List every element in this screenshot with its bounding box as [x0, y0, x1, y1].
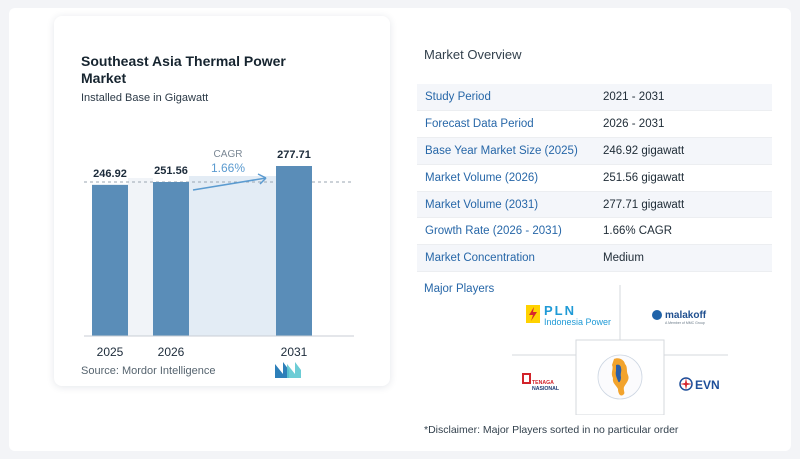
overview-row: Study Period 2021 - 2031 [417, 84, 772, 112]
overview-row-label: Forecast Data Period [417, 110, 595, 139]
market-overview-table: Study Period 2021 - 2031 Forecast Data Per… [417, 84, 772, 273]
pln-sub: Indonesia Power [544, 317, 611, 327]
mordor-intelligence-logo-icon [275, 362, 301, 378]
overview-row-value: 1.66% CAGR [595, 217, 772, 246]
overview-row-value: 251.56 gigawatt [595, 164, 772, 192]
gap-band [128, 178, 153, 336]
cagr-arrow-head [257, 173, 267, 185]
cagr-label: CAGR [214, 149, 243, 160]
category-label: 2031 [281, 345, 308, 359]
tnb-line1: TENAGA [532, 380, 554, 386]
bar-value-label: 251.56 [154, 165, 188, 177]
malakoff-sub: A Member of MMC Group [665, 321, 705, 325]
disclaimer: *Disclaimer: Major Players sorted in no … [424, 424, 679, 436]
major-players-logos: PLN Indonesia Power malakoff A Member of… [512, 285, 728, 415]
cagr-value: 1.66% [211, 161, 245, 175]
bar-2031 [276, 166, 312, 336]
evn-name: EVN [695, 378, 720, 392]
major-players-title: Major Players [424, 283, 495, 295]
pln-logo: PLN Indonesia Power [526, 303, 611, 327]
chart-title: Southeast Asia Thermal Power Market [81, 53, 286, 86]
category-label: 2026 [158, 345, 185, 359]
bar-2025 [92, 184, 128, 336]
cagr-band [189, 176, 276, 336]
tnb-logo: TENAGA NASIONAL [522, 373, 560, 392]
chart-subtitle: Installed Base in Gigawatt [81, 92, 209, 104]
market-overview-title: Market Overview [424, 47, 522, 62]
evn-logo: EVN [679, 377, 720, 392]
overview-row-label: Market Volume (2026) [417, 164, 595, 192]
bar-2026 [153, 182, 189, 336]
malakoff-name: malakoff [665, 310, 707, 321]
overview-row: Forecast Data Period 2026 - 2031 [417, 110, 772, 139]
overview-row: Growth Rate (2026 - 2031) 1.66% CAGR [417, 217, 772, 246]
pln-name: PLN [544, 303, 576, 318]
overview-row: Market Volume (2026) 251.56 gigawatt [417, 164, 772, 192]
overview-row-value: 246.92 gigawatt [595, 137, 772, 165]
bar-value-label: 277.71 [277, 149, 311, 161]
overview-row-value: 2026 - 2031 [595, 110, 772, 139]
bar-value-label: 246.92 [93, 168, 127, 180]
overview-row: Market Volume (2031) 277.71 gigawatt [417, 191, 772, 219]
overview-row-value: 2021 - 2031 [595, 84, 772, 112]
overview-row-label: Market Volume (2031) [417, 191, 595, 219]
overview-row-label: Base Year Market Size (2025) [417, 137, 595, 165]
overview-row: Market Concentration Medium [417, 244, 772, 273]
cagr-arrow-line [192, 177, 267, 191]
overview-row-label: Study Period [417, 84, 595, 112]
overview-row-value: 277.71 gigawatt [595, 191, 772, 219]
chart-source: Source: Mordor Intelligence [81, 365, 216, 377]
malakoff-logo: malakoff A Member of MMC Group [652, 310, 707, 325]
tnb-line2: NASIONAL [532, 386, 560, 392]
chart-card: 246.92 2025 251.56 2026 277.71 2031 CAGR 1.66% … [54, 16, 390, 386]
category-label: 2025 [97, 345, 124, 359]
egat-logo-icon [597, 354, 643, 400]
overview-row: Base Year Market Size (2025) 246.92 gigaw… [417, 137, 772, 165]
overview-row-value: Medium [595, 244, 772, 273]
overview-row-label: Market Concentration [417, 244, 595, 273]
overview-row-label: Growth Rate (2026 - 2031) [417, 217, 595, 246]
